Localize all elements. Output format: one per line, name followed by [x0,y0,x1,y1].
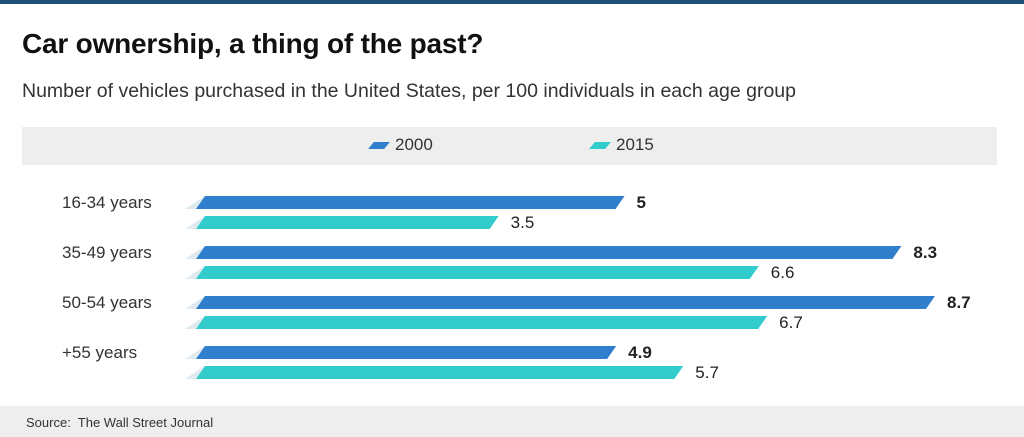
bar-2000-55-years [196,346,617,359]
bar-2015-35-49-years [196,266,759,279]
bar-chart: 16-34 years 5 3.5 35-49 years 8.3 6.6 50-54 ye… [62,193,971,382]
category-label-35-49-years: 35-49 years [62,243,152,262]
bar-2000-35-49-years [196,246,902,259]
value-label-2015-55-years: 5.7 [695,363,719,382]
chart-title: Car ownership, a thing of the past? [22,28,484,59]
value-label-2015-50-54-years: 6.7 [779,313,803,332]
source-note: Source: The Wall Street Journal [26,415,214,430]
value-label-2000-16-34-years: 5 [637,193,646,212]
category-label-55-years: +55 years [62,343,137,362]
chart-subtitle: Number of vehicles purchased in the Unit… [22,80,796,102]
value-label-2000-35-49-years: 8.3 [913,243,937,262]
footer: Source: The Wall Street Journal [0,406,1024,437]
value-label-2000-55-years: 4.9 [628,343,652,362]
bar-2000-50-54-years [196,296,935,309]
bar-2015-50-54-years [196,316,768,329]
legend-label-2000: 2000 [395,135,433,154]
category-label-16-34-years: 16-34 years [62,193,152,212]
category-label-50-54-years: 50-54 years [62,293,152,312]
bar-2015-16-34-years [196,216,499,229]
bar-2015-55-years [196,366,684,379]
legend: 2000 2015 [22,127,997,165]
bar-2000-16-34-years [196,196,625,209]
top-rule [0,0,1024,4]
value-label-2015-16-34-years: 3.5 [511,213,535,232]
legend-label-2015: 2015 [616,135,654,154]
value-label-2015-35-49-years: 6.6 [771,263,795,282]
value-label-2000-50-54-years: 8.7 [947,293,971,312]
